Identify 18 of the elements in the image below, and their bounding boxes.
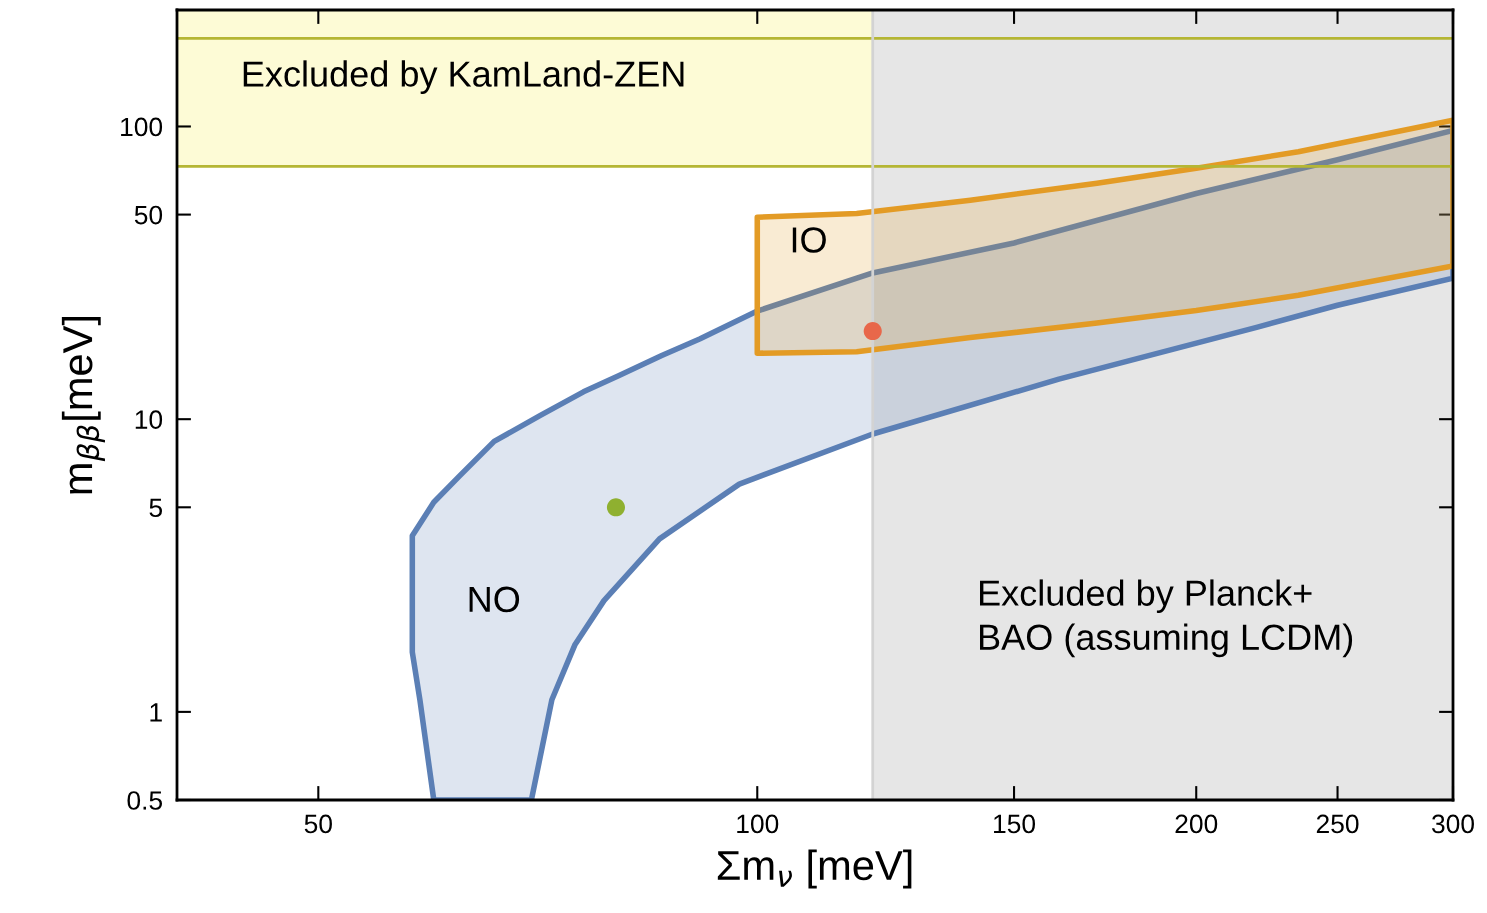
x-tick-label: 300: [1431, 814, 1474, 834]
y-tick-label: 10: [135, 410, 163, 429]
series-label: IO: [792, 227, 826, 253]
band-label: Excluded by KamLand-ZEN: [243, 60, 684, 94]
x-tick-label: 100: [737, 814, 779, 834]
x-tick-label: 200: [1175, 814, 1218, 834]
y-tick-label: 5: [149, 498, 163, 518]
x-axis-title: Σm$_{ν}$ [meV]: [717, 849, 912, 889]
x-tick-label: 50: [304, 814, 332, 834]
band-label: Excluded by Planck+ BAO (assuming LCDM): [980, 579, 1353, 658]
y-tick-label: 0.5: [127, 791, 163, 810]
y-axis-title: m$_{ββ}$[meV]: [61, 316, 105, 494]
series-label: NO: [469, 586, 520, 613]
x-tick-label: 250: [1316, 814, 1359, 834]
y-tick-label: 1: [150, 703, 162, 722]
y-tick-label: 50: [134, 205, 163, 225]
x-tick-label: 150: [994, 814, 1036, 834]
y-tick-label: 100: [121, 117, 163, 137]
